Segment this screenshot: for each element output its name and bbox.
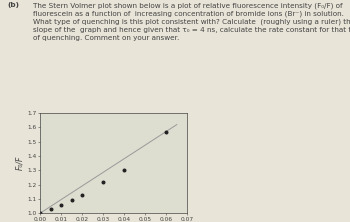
Point [58,203,64,206]
Point [79,193,85,196]
Text: (b): (b) [7,2,19,8]
Point [48,207,54,211]
Text: The Stern Volmer plot shown below is a plot of relative fluorescence intensity (: The Stern Volmer plot shown below is a p… [33,2,350,41]
Point [121,168,127,172]
Point [69,198,75,202]
Point [100,180,106,184]
Point [37,211,43,215]
Y-axis label: F₀/F: F₀/F [16,156,25,170]
Point [163,130,169,134]
